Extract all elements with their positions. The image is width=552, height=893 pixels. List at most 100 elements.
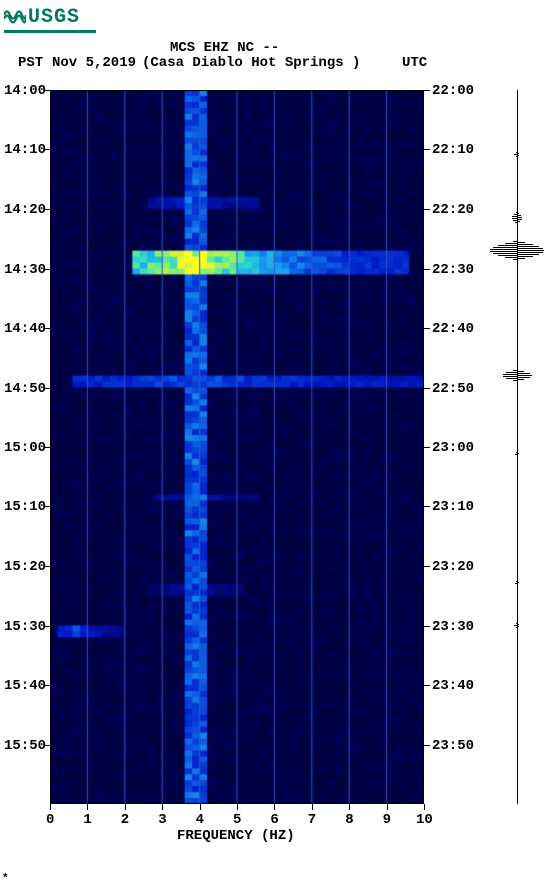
seismogram-wiggle (517, 242, 525, 243)
left-tick-label: 15:30 (4, 619, 46, 635)
right-tick-label: 23:40 (432, 678, 474, 694)
seismogram-wiggle (503, 376, 517, 377)
seismogram-wiggle (517, 373, 530, 374)
seismogram-wiggle (506, 378, 517, 379)
seismogram-wiggle (517, 221, 520, 222)
right-tick-label: 22:40 (432, 321, 474, 337)
right-tick-label: 22:30 (432, 262, 474, 278)
seismogram-wiggle (517, 223, 518, 224)
right-tick (424, 149, 430, 150)
seismogram-wiggle (517, 246, 539, 247)
usgs-logo-text: USGS (28, 6, 80, 29)
x-tick-label: 3 (158, 812, 166, 828)
seismogram-wiggle (517, 624, 519, 625)
seismogram-wiggle (517, 217, 522, 218)
channel-line: MCS EHZ NC -- (170, 40, 279, 56)
seismogram-wiggle (493, 247, 517, 248)
seismogram-wiggle (517, 584, 518, 585)
right-tick (424, 209, 430, 210)
seismogram-wiggle (516, 156, 517, 157)
seismogram-wiggle (517, 371, 524, 372)
seismogram-wiggle (503, 374, 517, 375)
page-root: USGS MCS EHZ NC -- PST Nov 5,2019 (Casa … (0, 0, 552, 893)
x-tick (274, 804, 275, 810)
seismogram-wiggle (513, 380, 517, 381)
seismogram-wiggle (517, 455, 518, 456)
x-tick-label: 10 (416, 812, 433, 828)
right-tick-label: 23:30 (432, 619, 474, 635)
seismogram-wiggle (513, 259, 517, 260)
seismogram-wiggle (490, 249, 517, 250)
seismogram-baseline (517, 90, 518, 804)
seismogram-wiggle (517, 248, 543, 249)
x-tick (312, 804, 313, 810)
x-tick (162, 804, 163, 810)
seismogram-wiggle (517, 375, 532, 376)
x-tick (387, 804, 388, 810)
left-tick-label: 14:10 (4, 142, 46, 158)
station-name: (Casa Diablo Hot Springs ) (142, 55, 360, 71)
left-tick-label: 14:40 (4, 321, 46, 337)
right-tick-label: 22:00 (432, 83, 474, 99)
x-tick-label: 8 (345, 812, 353, 828)
right-tick (424, 447, 430, 448)
footer-mark: * (2, 873, 9, 885)
seismogram-wiggle (490, 251, 517, 252)
seismogram-wiggle (517, 244, 533, 245)
seismogram-wiggle (517, 219, 522, 220)
right-tick (424, 626, 430, 627)
seismogram-wiggle (505, 257, 517, 258)
seismogram-wiggle (498, 255, 517, 256)
seismogram-wiggle (517, 155, 519, 156)
right-tick (424, 90, 430, 91)
right-tick (424, 269, 430, 270)
x-tick (87, 804, 88, 810)
right-tick-label: 22:50 (432, 381, 474, 397)
right-tick (424, 506, 430, 507)
x-tick (237, 804, 238, 810)
right-tick-label: 23:20 (432, 559, 474, 575)
left-tick-label: 14:20 (4, 202, 46, 218)
right-tick-label: 23:10 (432, 499, 474, 515)
x-tick-label: 1 (83, 812, 91, 828)
wave-icon (4, 10, 26, 24)
left-tick-label: 15:10 (4, 499, 46, 515)
left-tick-label: 14:30 (4, 262, 46, 278)
right-tick (424, 566, 430, 567)
left-tick-label: 15:00 (4, 440, 46, 456)
right-tick (424, 685, 430, 686)
x-tick (424, 804, 425, 810)
seismogram-wiggle (516, 627, 517, 628)
x-tick-label: 9 (383, 812, 391, 828)
seismogram-wiggle (517, 256, 533, 257)
right-tick-label: 22:10 (432, 142, 474, 158)
right-tick (424, 328, 430, 329)
timezone-pst: PST (18, 55, 43, 71)
left-tick-label: 14:50 (4, 381, 46, 397)
seismogram-wiggle (498, 245, 517, 246)
seismogram-wiggle (517, 250, 544, 251)
usgs-logo: USGS (4, 4, 102, 36)
x-tick-label: 4 (196, 812, 204, 828)
right-tick-label: 23:50 (432, 738, 474, 754)
timezone-utc: UTC (402, 55, 427, 71)
seismogram-wiggle (517, 252, 543, 253)
left-tick-label: 14:00 (4, 83, 46, 99)
x-tick (125, 804, 126, 810)
seismogram-wiggle (517, 258, 525, 259)
right-tick (424, 745, 430, 746)
right-tick-label: 23:00 (432, 440, 474, 456)
right-tick-label: 22:20 (432, 202, 474, 218)
x-tick (50, 804, 51, 810)
usgs-logo-underline (4, 30, 96, 33)
x-tick (200, 804, 201, 810)
seismogram-wiggle (517, 215, 521, 216)
seismogram-wiggle (517, 213, 519, 214)
seismogram-wiggle (493, 253, 517, 254)
x-tick-label: 6 (270, 812, 278, 828)
seismogram-wiggle (517, 379, 524, 380)
seismogram-wiggle (505, 243, 517, 244)
left-tick-label: 15:20 (4, 559, 46, 575)
spectrogram-canvas (50, 90, 424, 804)
left-tick-label: 15:40 (4, 678, 46, 694)
